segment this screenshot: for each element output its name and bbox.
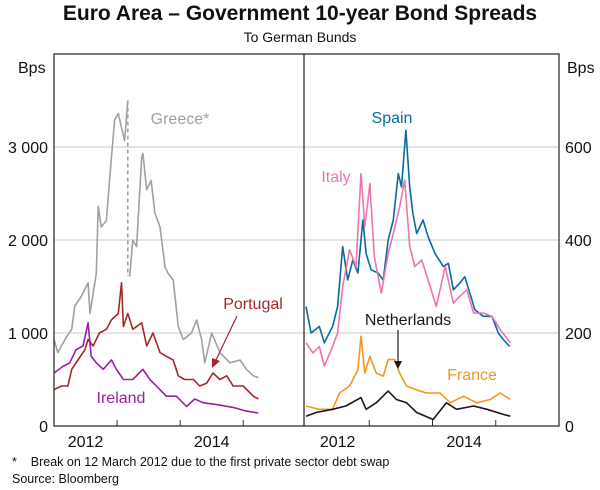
- series-line: [305, 335, 511, 411]
- series-label: Netherlands: [365, 312, 451, 329]
- series-portugal: [53, 281, 259, 400]
- y-tick-label: 400: [565, 233, 592, 250]
- series-netherlands: [305, 390, 511, 421]
- x-tick-label: 2014: [194, 434, 230, 451]
- series-label: Spain: [372, 110, 413, 127]
- series-line: [128, 152, 259, 379]
- series-label: Italy: [321, 169, 350, 186]
- footnote: * Break on 12 March 2012 due to the firs…: [12, 455, 390, 469]
- series-line: [305, 129, 511, 348]
- series-label: Ireland: [97, 390, 146, 407]
- portugal-arrowhead: [212, 358, 220, 368]
- x-tick-label: 2012: [320, 434, 356, 451]
- series-line: [305, 172, 511, 367]
- chart-subtitle: To German Bunds: [243, 29, 357, 45]
- netherlands-arrowhead: [394, 361, 402, 369]
- x-tick-label: 2012: [68, 434, 104, 451]
- y-tick-label: 0: [565, 419, 574, 436]
- y-tick-label: 0: [39, 419, 48, 436]
- series-label: Greece*: [151, 111, 210, 128]
- x-tick-label: 2014: [446, 434, 482, 451]
- y-tick-label: 600: [565, 140, 592, 157]
- series-label: Portugal: [223, 296, 283, 313]
- y-tick-label: 1 000: [8, 326, 48, 343]
- series-line: [53, 321, 259, 414]
- y-axis-label: Bps: [567, 60, 595, 77]
- plot-frame: [53, 53, 560, 427]
- series-italy: [305, 172, 511, 367]
- y-tick-label: 3 000: [8, 140, 48, 157]
- y-tick-label: 2 000: [8, 233, 48, 250]
- series-label: France: [447, 367, 497, 384]
- series-greece: [53, 100, 259, 379]
- series-france: [305, 335, 511, 411]
- source-note: Source: Bloomberg: [12, 472, 120, 486]
- y-tick-label: 200: [565, 326, 592, 343]
- y-axis-label: Bps: [18, 60, 46, 77]
- series-line: [53, 100, 129, 354]
- chart-title: Euro Area – Government 10-year Bond Spre…: [62, 2, 538, 25]
- portugal-arrow: [215, 315, 238, 361]
- series-line: [53, 281, 259, 400]
- series-line: [305, 390, 511, 421]
- series-ireland: [53, 321, 259, 414]
- series-spain: [305, 129, 511, 348]
